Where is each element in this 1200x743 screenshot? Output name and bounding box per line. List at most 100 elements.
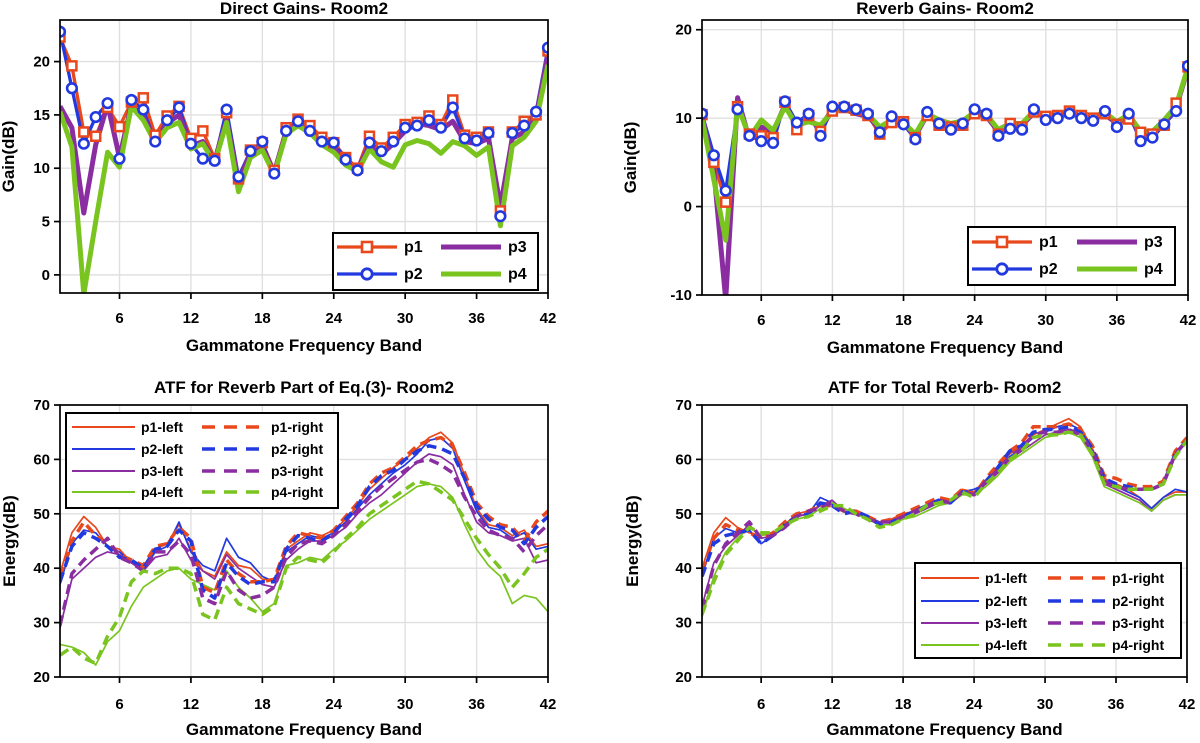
marker-circle — [280, 124, 293, 138]
y-tick-label: 40 — [675, 560, 692, 577]
legend-label: p3 — [1144, 234, 1163, 251]
series-p1-left-line — [702, 417, 1187, 569]
legend-label: p2 — [404, 266, 423, 283]
x-tick-label: 18 — [254, 696, 271, 713]
marker-circle — [315, 135, 328, 148]
y-tick-label: 20 — [33, 54, 50, 71]
marker-circle — [755, 135, 768, 148]
marker-circle — [399, 121, 412, 134]
legend-entry-p2-right: p2-right — [1048, 593, 1164, 609]
marker-square — [137, 92, 150, 104]
legend: p1 p2 p3 p4 — [967, 226, 1176, 286]
marker-circle — [968, 103, 981, 116]
marker-circle — [529, 105, 543, 118]
x-tick-label: 12 — [183, 696, 200, 713]
y-tick-label: 20 — [675, 669, 692, 686]
marker-circle — [244, 145, 257, 158]
marker-circle — [980, 107, 993, 120]
marker-square — [197, 125, 209, 137]
legend-label: p4-right — [271, 484, 323, 500]
marker-circle — [1004, 122, 1017, 135]
chart-title: ATF for Total Reverb- Room2 — [828, 378, 1062, 397]
x-tick-label: 24 — [325, 310, 342, 327]
legend-entry-p1-right: p1-right — [1048, 570, 1164, 586]
marker-circle — [387, 135, 400, 148]
legend-label: p3-left — [985, 615, 1027, 631]
marker-circle — [897, 118, 910, 131]
marker-circle — [1063, 107, 1076, 120]
x-tick-label: 42 — [1179, 696, 1196, 713]
legend: p1 p2 p3 p4 — [332, 232, 539, 291]
y-tick-label: 30 — [675, 615, 692, 632]
axis-ticks — [54, 60, 549, 299]
y-tick-label: 10 — [33, 160, 50, 177]
legend-label: p2 — [1039, 261, 1058, 278]
marker-circle — [541, 41, 548, 54]
marker-circle — [220, 103, 233, 116]
marker-circle — [113, 152, 126, 165]
marker-circle — [861, 107, 875, 120]
y-axis-label: Gain(dB) — [0, 121, 18, 193]
legend-label: p3 — [508, 239, 527, 256]
series-p4-right-line — [60, 479, 548, 666]
x-tick-label: 30 — [1037, 312, 1054, 329]
legend-label: p1-left — [141, 419, 183, 435]
legend-entry-p2: p2 — [972, 261, 1058, 278]
axis-box — [59, 404, 549, 678]
axis-box — [59, 19, 549, 294]
legend-entry-p3-left: p3-left — [72, 463, 183, 479]
y-tick-label: 10 — [675, 110, 692, 127]
y-tick-label: -10 — [670, 287, 692, 304]
x-tick-label: 36 — [1109, 312, 1126, 329]
axis-ticks — [54, 404, 549, 683]
legend-label: p3-right — [271, 463, 323, 479]
axis-ticks — [696, 404, 1188, 683]
series-p2-markers — [702, 59, 1188, 197]
marker-circle — [184, 137, 198, 150]
marker-circle — [196, 152, 209, 165]
x-tick-label: 30 — [397, 696, 414, 713]
legend-label: p4-left — [985, 637, 1027, 653]
marker-circle — [363, 136, 376, 149]
y-tick-label: 5 — [42, 214, 50, 231]
legend-label: p4-right — [1112, 637, 1164, 653]
marker-circle — [256, 135, 269, 148]
x-tick-label: 18 — [254, 310, 271, 327]
x-tick-label: 24 — [966, 696, 983, 713]
x-tick-label: 36 — [1108, 696, 1125, 713]
marker-circle — [518, 119, 531, 132]
x-tick-label: 42 — [540, 310, 557, 327]
x-tick-label: 42 — [1180, 312, 1197, 329]
marker-circle — [125, 93, 138, 107]
y-tick-label: 40 — [33, 560, 50, 577]
legend-entry-p2-right: p2-right — [202, 441, 323, 457]
marker-circle — [446, 101, 459, 114]
series-p2-markers — [60, 25, 548, 223]
marker-circle — [1146, 131, 1159, 144]
marker-circle — [232, 170, 245, 183]
marker-circle — [921, 105, 934, 119]
marker-circle — [410, 119, 424, 132]
y-axis-label: Gain(dB) — [621, 122, 640, 194]
axis-box — [701, 404, 1188, 678]
marker-circle — [137, 103, 150, 116]
legend-label: p1-left — [985, 570, 1027, 586]
x-tick-label: 6 — [757, 312, 765, 329]
y-axis-label: Energy(dB) — [0, 495, 19, 587]
legend-label: p2-left — [985, 593, 1027, 609]
marker-circle — [494, 210, 507, 223]
legend-entry-p4-left: p4-left — [72, 484, 183, 500]
axis-ticks — [696, 28, 1189, 301]
chart-canvas-2: 6 12 18 24 30 36 42 20 30 40 50 60 70 ATF for Reverb … — [0, 378, 556, 739]
chart-panel-atf-reverb-eq3: 6 12 18 24 30 36 42 20 30 40 50 60 70 ATF for Reverb … — [0, 371, 600, 743]
legend-marker-circle — [995, 262, 1009, 276]
legend-label: p4 — [508, 266, 527, 283]
legend-label: p3-right — [1112, 615, 1164, 631]
chart-panel-direct-gains: 6 12 18 24 30 36 42 0 5 10 15 20 Direct Gains- Room2… — [0, 0, 600, 371]
y-tick-label: 70 — [675, 397, 692, 414]
legend-label: p2-left — [141, 441, 183, 457]
plot-area — [60, 25, 548, 293]
y-tick-label: 0 — [684, 199, 692, 216]
y-tick-label: 60 — [33, 451, 50, 468]
